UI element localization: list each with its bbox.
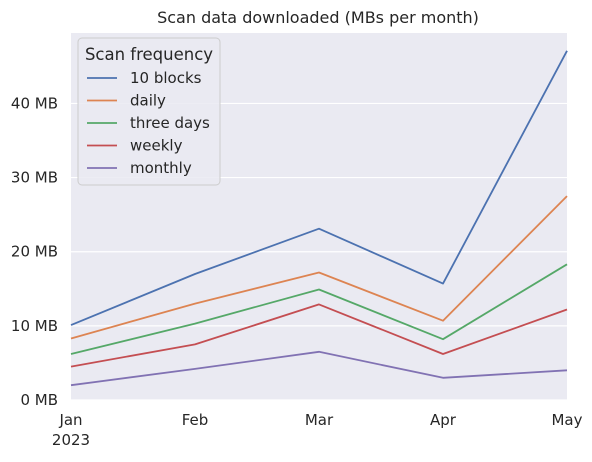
legend-label: monthly — [130, 159, 192, 177]
legend-label: weekly — [130, 137, 183, 155]
legend: Scan frequency 10 blocks daily three days w… — [77, 37, 221, 186]
x-tick-label: Mar — [305, 411, 334, 429]
x-year-label: 2023 — [52, 431, 90, 449]
series-line-weekly — [70, 303, 568, 368]
y-tick-label: 20 MB — [11, 243, 58, 261]
legend-label: daily — [130, 92, 166, 110]
legend-label: three days — [130, 114, 210, 132]
series-line-daily — [70, 195, 568, 340]
y-tick-label: 40 MB — [11, 94, 58, 112]
x-tick-label: May — [551, 411, 582, 429]
y-tick-label: 30 MB — [11, 169, 58, 187]
series-line-three-days — [70, 263, 568, 355]
x-tick-label: Jan — [58, 411, 82, 429]
series-line-monthly — [70, 350, 568, 387]
series-line-10-blocks — [70, 50, 568, 326]
legend-title: Scan frequency — [85, 45, 213, 64]
y-tick-label: 0 MB — [20, 391, 58, 409]
x-tick-label: Feb — [182, 411, 209, 429]
y-axis: 0 MB 10 MB 20 MB 30 MB 40 MB — [11, 94, 58, 409]
legend-frame — [77, 37, 221, 186]
x-axis: 2023 Jan Feb Mar Apr May — [52, 411, 583, 449]
x-tick-label: Apr — [430, 411, 457, 429]
series-lines — [70, 50, 568, 387]
chart-title: Scan data downloaded (MBs per month) — [157, 8, 479, 27]
legend-label: 10 blocks — [130, 69, 202, 87]
y-tick-label: 10 MB — [11, 317, 58, 335]
